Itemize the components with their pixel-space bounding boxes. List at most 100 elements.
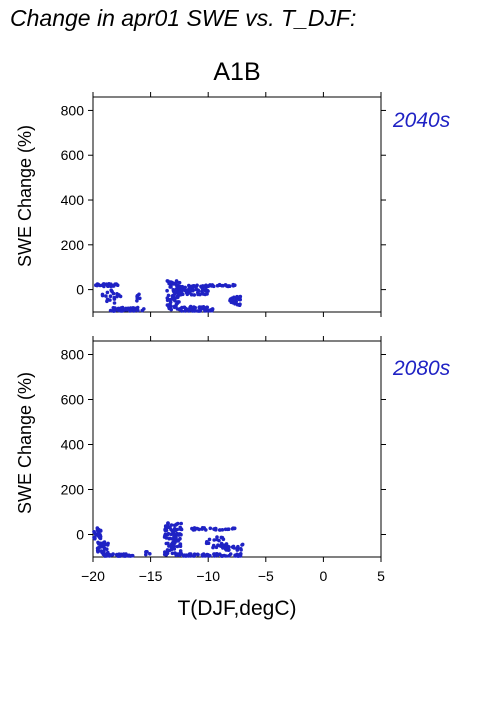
data-point [178, 291, 182, 295]
data-point [220, 554, 224, 558]
data-point [230, 545, 235, 549]
data-point [207, 537, 212, 542]
data-point [224, 542, 229, 546]
data-point [177, 553, 182, 557]
x-tick-label: −15 [139, 568, 163, 584]
data-point [168, 300, 173, 305]
data-point [174, 280, 178, 285]
data-point [96, 531, 100, 536]
data-point [169, 307, 173, 312]
data-point [221, 283, 225, 288]
scatter-series-2080s [92, 521, 245, 558]
data-point [163, 526, 168, 531]
data-point [195, 526, 200, 531]
data-point [129, 308, 134, 313]
data-point [196, 289, 201, 293]
data-point [164, 552, 169, 557]
x-axis-label: T(DJF,degC) [177, 597, 296, 620]
data-point [144, 550, 148, 554]
data-point [188, 289, 192, 293]
data-point [115, 292, 119, 296]
data-point [95, 526, 100, 530]
data-point [174, 304, 178, 308]
y-tick-label: 800 [61, 102, 85, 118]
data-point [227, 545, 231, 549]
data-point [176, 533, 181, 537]
data-point [93, 536, 97, 541]
data-point [192, 526, 197, 530]
data-point [177, 280, 182, 285]
data-point [135, 296, 140, 301]
data-point [104, 294, 108, 298]
data-point [106, 553, 111, 558]
data-point [175, 301, 180, 306]
data-point [99, 549, 103, 553]
y-axis-label-2080s: SWE Change (%) [15, 372, 35, 514]
data-point [179, 521, 183, 526]
data-point [178, 525, 182, 530]
data-point [200, 291, 205, 296]
data-point [111, 552, 115, 557]
data-point [180, 284, 185, 289]
panel-2080s: SWE Change (%) 2080s 0 200 400 600 800 −20 −1… [15, 336, 451, 620]
data-point [108, 284, 113, 288]
data-point [182, 553, 187, 557]
data-point [173, 298, 177, 303]
data-point [194, 286, 198, 290]
data-point [193, 307, 197, 312]
data-point [221, 537, 226, 542]
data-point [232, 526, 237, 531]
data-point [182, 305, 187, 310]
data-point [239, 548, 243, 552]
data-point [116, 308, 120, 312]
data-point [212, 284, 216, 289]
data-point [199, 305, 204, 310]
data-point [237, 295, 242, 299]
x-tick-label: −5 [258, 568, 274, 584]
data-point [205, 292, 209, 296]
data-point [172, 293, 176, 297]
data-point [132, 308, 137, 313]
data-point [180, 305, 184, 310]
data-point [112, 301, 117, 305]
data-point [165, 288, 169, 293]
data-point [188, 308, 193, 312]
data-point [171, 540, 176, 544]
data-point [111, 291, 116, 296]
y-tick-label: 200 [61, 237, 85, 253]
scatter-series-2040s [94, 279, 243, 313]
data-point [196, 309, 201, 313]
data-point [95, 283, 99, 288]
y-tick-label: 600 [61, 392, 85, 408]
data-point [178, 536, 182, 541]
data-point [213, 552, 217, 556]
data-point [97, 545, 101, 550]
data-point [174, 287, 179, 291]
data-point [208, 526, 213, 531]
data-point [165, 548, 170, 552]
data-point [118, 294, 123, 299]
data-point [235, 552, 239, 557]
data-point [162, 535, 167, 539]
data-point [108, 294, 113, 299]
y-tick-label: 600 [61, 147, 85, 163]
data-point [112, 309, 117, 313]
data-point [172, 527, 177, 532]
data-point [100, 292, 105, 297]
data-point [138, 296, 142, 301]
y-tick-label: 0 [76, 527, 84, 543]
data-point [186, 554, 191, 558]
data-point [109, 288, 113, 293]
y-tick-label: 0 [76, 282, 84, 298]
panel-2040s: SWE Change (%) 2040s 0 200 400 600 800 [15, 92, 451, 317]
data-point [205, 305, 209, 310]
period-label-2080s: 2080s [392, 357, 451, 380]
data-point [102, 284, 106, 289]
data-point [207, 284, 211, 288]
data-point [240, 542, 245, 547]
data-point [235, 302, 240, 307]
period-label-2040s: 2040s [392, 109, 451, 132]
data-point [172, 547, 177, 551]
data-point [202, 526, 206, 530]
y-tick-label: 200 [61, 482, 85, 498]
